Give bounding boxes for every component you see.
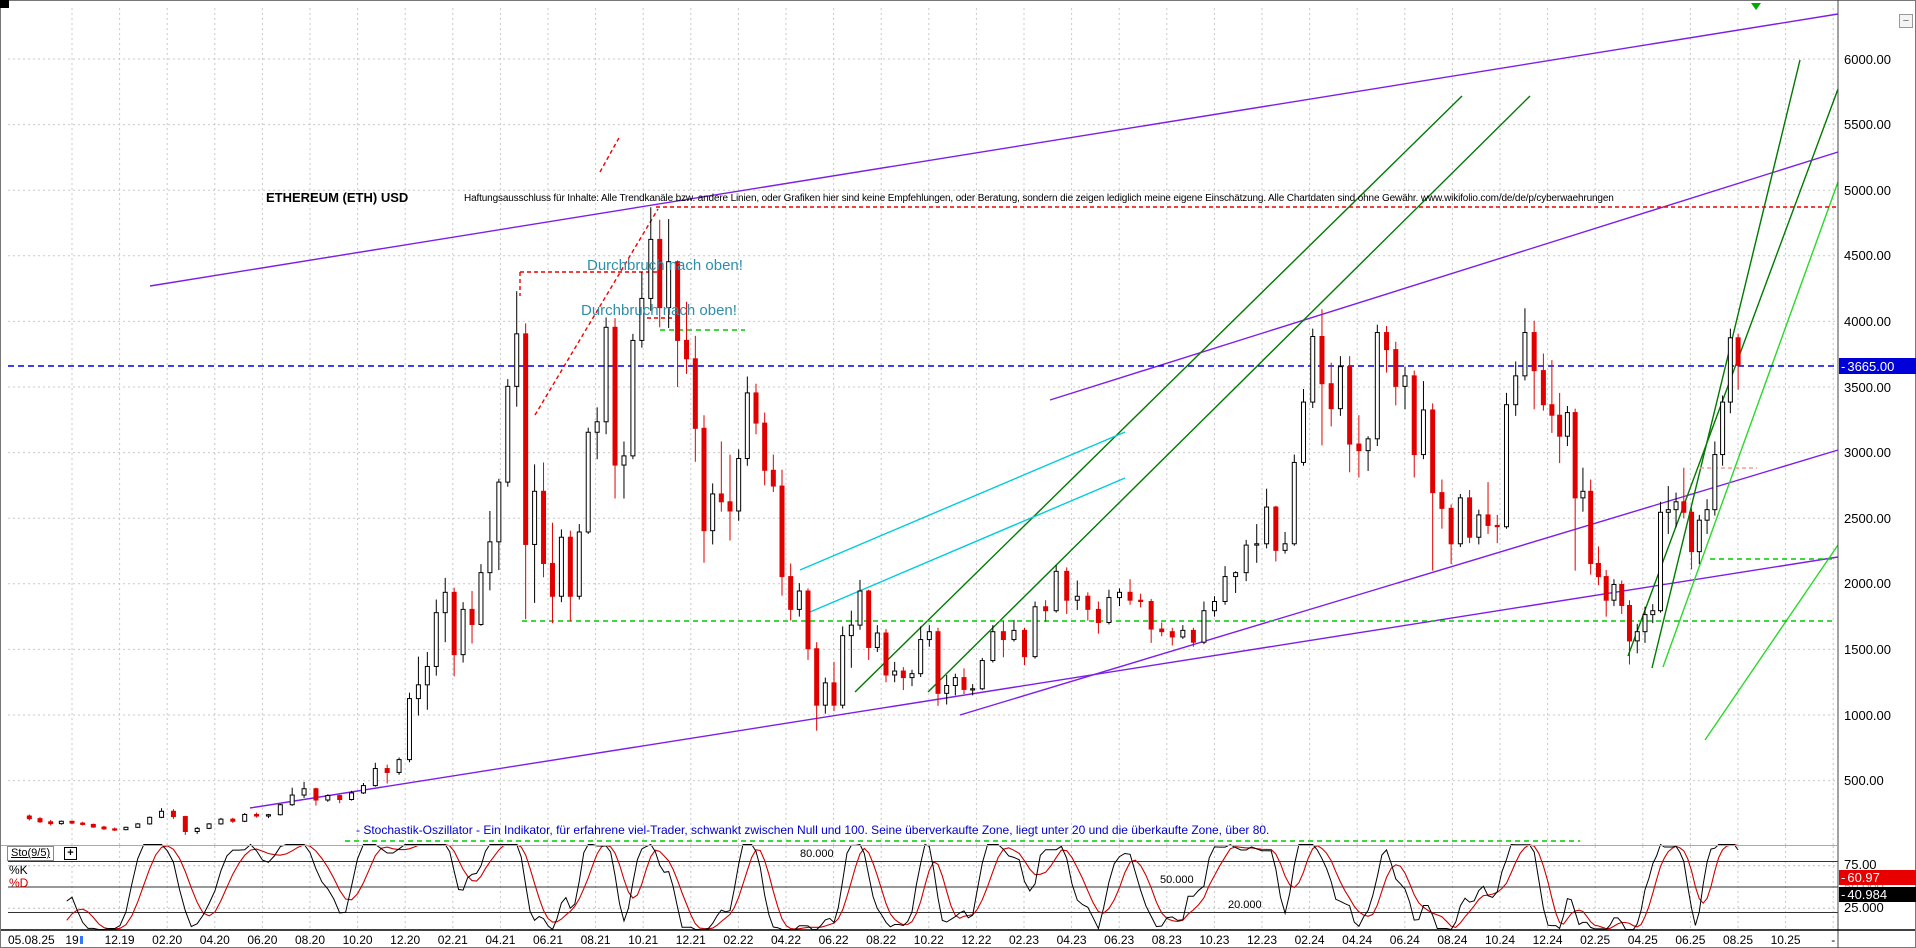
x-axis-label: 10.25: [1770, 933, 1801, 947]
x-axis-label: 08.23: [1151, 933, 1182, 947]
x-axis-label: 06.25: [1675, 933, 1706, 947]
price-axis-label: 2000.00: [1844, 576, 1891, 592]
price-axis-label: 1000.00: [1844, 707, 1891, 723]
x-axis-label: 04.21: [485, 933, 516, 947]
price-axis-label: 500.00: [1844, 773, 1884, 789]
trend-lines: [8, 13, 1839, 842]
x-axis-label: 12.19: [104, 933, 135, 947]
price-axis-label: 3000.00: [1844, 445, 1891, 461]
breakout-annotation-2: Durchbruch nach oben!: [581, 302, 737, 319]
x-axis-label: 12.20: [390, 933, 421, 947]
price-axis-label: 5500.00: [1844, 117, 1891, 133]
x-axis-label: 10.22: [913, 933, 944, 947]
x-axis-label: 08.22: [866, 933, 897, 947]
x-axis-label: 06.21: [532, 933, 564, 947]
x-axis-label: 10.24: [1484, 933, 1516, 947]
osc-axis-75: 75.00: [1844, 857, 1877, 872]
x-axis-label: 06.23: [1104, 933, 1135, 947]
collapse-panel-icon[interactable]: −: [1899, 14, 1913, 28]
x-axis-label: 02.23: [1008, 933, 1040, 947]
level-80-label: 80.000: [800, 848, 834, 860]
x-axis-label: 02.20: [152, 933, 183, 947]
x-axis-label: 04.20: [199, 933, 230, 947]
add-indicator-icon[interactable]: +: [64, 847, 77, 860]
price-axis-label: 5000.00: [1844, 182, 1891, 198]
x-axis-label: 04.23: [1056, 933, 1087, 947]
x-axis-label: 06.22: [818, 933, 849, 947]
price-axis-label: 3500.00: [1844, 379, 1891, 395]
x-axis-label: 12.22: [961, 933, 992, 947]
gridlines: [8, 8, 1838, 929]
oscillator-levels: [8, 861, 1838, 913]
candle-series: [26, 207, 1741, 835]
x-axis-label: 10.23: [1199, 933, 1230, 947]
x-axis-label: 04.22: [770, 933, 802, 947]
x-axis-label: 12.23: [1246, 933, 1278, 947]
current-week-marker: [1751, 3, 1761, 10]
x-axis-label: 02.21: [437, 933, 468, 947]
percent-d-value-tag: 60.97: [1839, 870, 1916, 885]
x-axis-label: 10.21: [628, 933, 659, 947]
x-axis-label: 08.24: [1437, 933, 1468, 947]
x-axis-label: 12.21: [675, 933, 706, 947]
level-50-label: 50.000: [1160, 874, 1194, 886]
x-axis-label: 02.24: [1294, 933, 1325, 947]
stochastic-indicator-link[interactable]: Sto(9/5): [7, 846, 55, 861]
price-axis-label: 6000.00: [1844, 51, 1891, 67]
percent-d-label: %D: [9, 876, 29, 890]
stochastic-d-line: [66, 843, 1739, 930]
x-axis-label: 04.25: [1627, 933, 1658, 947]
stochastic-description: - Stochastik-Oszillator - Ein Indikator,…: [356, 823, 1270, 837]
chart-title: ETHEREUM (ETH) USD: [266, 190, 409, 205]
level-20-label: 20.000: [1228, 899, 1262, 911]
price-axis-label: 4500.00: [1844, 248, 1891, 264]
x-axis-label: 12.24: [1532, 933, 1563, 947]
x-axis-label: 10.20: [342, 933, 373, 947]
x-axis-label: 06.24: [1389, 933, 1420, 947]
x-axis-label: 04.24: [1342, 933, 1373, 947]
price-axis-label: 2500.00: [1844, 510, 1891, 526]
x-axis-label: 06.20: [247, 933, 278, 947]
percent-k-label: %K: [9, 863, 28, 877]
x-axis-label: 19: [65, 933, 79, 947]
breakout-annotation-1: Durchbruch nach oben!: [587, 257, 743, 274]
disclaimer-text: Haftungsausschluss für Inhalte: Alle Tre…: [464, 193, 1614, 204]
x-axis-label: 08.20: [294, 933, 326, 947]
x-axis-label: -: [1831, 933, 1836, 947]
price-axis-label: 1500.00: [1844, 641, 1891, 657]
x-axis-start-date: 05.08.25: [8, 933, 55, 947]
price-axis-label: 4000.00: [1844, 313, 1891, 329]
x-axis-label: 08.25: [1722, 933, 1754, 947]
percent-k-value-tag: 40.984: [1839, 887, 1916, 902]
current-price-tag: 3665.00: [1839, 358, 1916, 374]
x-axis-label: 02.25: [1580, 933, 1611, 947]
x-axis-label: 02.22: [723, 933, 754, 947]
osc-axis-25: 25.000: [1844, 900, 1884, 915]
x-axis-label: 08.21: [580, 933, 611, 947]
